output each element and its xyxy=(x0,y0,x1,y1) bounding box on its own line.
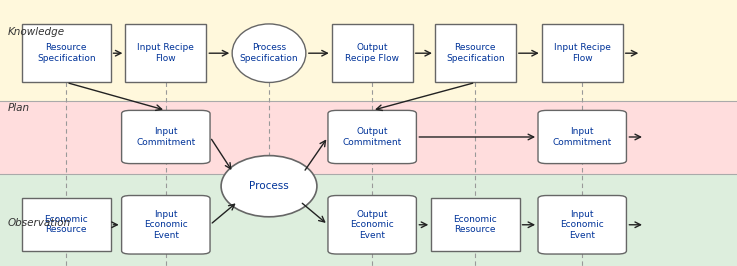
FancyBboxPatch shape xyxy=(122,110,210,164)
Text: Process: Process xyxy=(249,181,289,191)
Text: Resource
Specification: Resource Specification xyxy=(446,44,505,63)
Text: Input
Commitment: Input Commitment xyxy=(136,127,195,147)
Text: Economic
Resource: Economic Resource xyxy=(453,215,497,234)
Bar xyxy=(431,198,520,251)
Bar xyxy=(0,0,737,101)
Bar xyxy=(0,174,737,266)
Text: Process
Specification: Process Specification xyxy=(240,44,298,63)
FancyBboxPatch shape xyxy=(328,110,416,164)
Ellipse shape xyxy=(232,24,306,82)
Text: Input
Economic
Event: Input Economic Event xyxy=(560,210,604,240)
Bar xyxy=(22,198,111,251)
Ellipse shape xyxy=(221,156,317,217)
Text: Input Recipe
Flow: Input Recipe Flow xyxy=(137,44,195,63)
Text: Knowledge: Knowledge xyxy=(7,27,65,37)
Text: Economic
Resource: Economic Resource xyxy=(44,215,88,234)
FancyBboxPatch shape xyxy=(328,196,416,254)
FancyBboxPatch shape xyxy=(538,110,626,164)
Bar xyxy=(435,24,516,82)
Text: Input Recipe
Flow: Input Recipe Flow xyxy=(553,44,611,63)
Text: Observation: Observation xyxy=(7,218,71,228)
Text: Output
Recipe Flow: Output Recipe Flow xyxy=(345,44,399,63)
Text: Output
Commitment: Output Commitment xyxy=(343,127,402,147)
Bar xyxy=(125,24,206,82)
FancyBboxPatch shape xyxy=(538,196,626,254)
Bar xyxy=(332,24,413,82)
Text: Plan: Plan xyxy=(7,103,29,113)
Bar xyxy=(0,101,737,174)
Text: Resource
Specification: Resource Specification xyxy=(37,44,96,63)
Bar xyxy=(542,24,623,82)
Text: Input
Commitment: Input Commitment xyxy=(553,127,612,147)
Text: Output
Economic
Event: Output Economic Event xyxy=(350,210,394,240)
Bar xyxy=(22,24,111,82)
FancyBboxPatch shape xyxy=(122,196,210,254)
Text: Input
Economic
Event: Input Economic Event xyxy=(144,210,188,240)
